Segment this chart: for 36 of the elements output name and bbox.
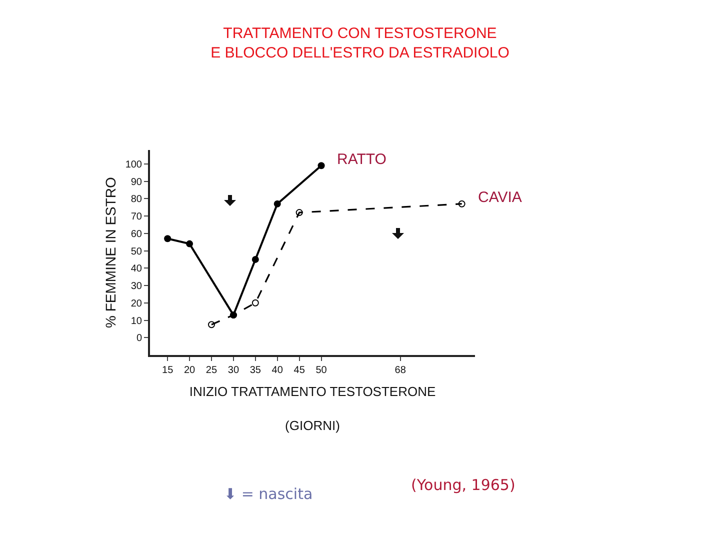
y-tick-label: 80 — [130, 194, 142, 206]
x-tick-label: 68 — [394, 365, 406, 376]
y-tick-label: 70 — [130, 212, 142, 223]
point — [318, 162, 325, 170]
y-tick-label: 40 — [130, 264, 142, 275]
point — [164, 235, 172, 242]
chart-title: TRATTAMENTO CON TESTOSTERONE E BLOCCO DELL'ESTRO DA ESTRADIOLO — [210, 24, 510, 62]
y-tick-label: 10 — [130, 316, 142, 327]
x-tick-label: 50 — [316, 365, 328, 376]
y-tick-label: 50 — [130, 246, 142, 258]
text: (Young, 1965) — [411, 476, 516, 494]
y-tick-label: 20 — [130, 298, 142, 310]
point — [274, 200, 281, 208]
x-tick-label: 40 — [272, 365, 284, 376]
point — [296, 209, 303, 216]
y-tick-label: 30 — [130, 281, 142, 292]
point — [252, 256, 259, 263]
point — [208, 321, 215, 328]
y-tick-label: 60 — [130, 228, 142, 240]
y-tick-label: 100 — [125, 159, 142, 170]
x-tick-label: 20 — [184, 365, 196, 376]
x-tick-label: 35 — [250, 365, 262, 376]
x-tick-label: 30 — [228, 365, 240, 376]
point — [252, 299, 259, 306]
point — [186, 240, 194, 248]
x-tick-label: 15 — [162, 365, 174, 376]
point — [458, 200, 466, 208]
text: ⬇ = nascita — [224, 485, 313, 503]
series-label: CAVIA — [478, 189, 522, 206]
y-tick-label: 90 — [130, 176, 142, 188]
x-tick-label: 25 — [206, 365, 218, 376]
text: INIZIO TRATTAMENTO TESTOSTERONE (GIORNI) — [189, 384, 436, 433]
y-tick-label: 0 — [136, 333, 142, 344]
series-label: RATTO — [337, 151, 386, 168]
y-axis-title: % FEMMINE IN ESTRO — [102, 176, 118, 328]
x-tick-label: 45 — [294, 365, 306, 376]
